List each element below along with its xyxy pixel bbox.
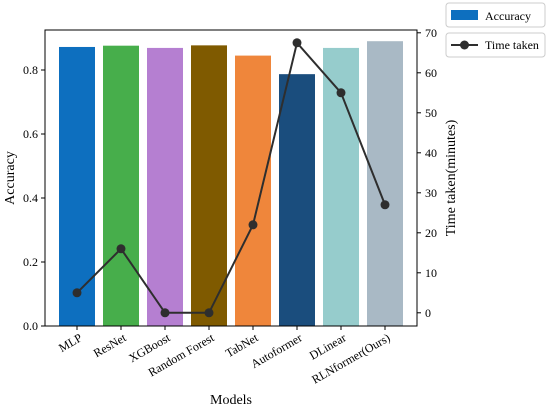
bar-autoformer (279, 74, 315, 326)
bar-xgboost (147, 47, 183, 327)
line-series-group (72, 38, 390, 318)
y2-tick-label: 30 (425, 186, 437, 200)
y-tick-label: 0.2 (23, 255, 38, 269)
time-point-rlnformer-ours- (380, 200, 390, 210)
y2-tick-label: 50 (425, 106, 437, 120)
time-taken-line (76, 40, 386, 314)
legend-accuracy-swatch (451, 10, 478, 20)
y-axis-label: Accuracy (3, 151, 18, 205)
bar-mlp (59, 46, 95, 327)
y-tick-label: 0.6 (23, 127, 38, 141)
right-axis: 0 10 20 30 40 50 60 70 (417, 26, 437, 320)
y2-tick-label: 40 (425, 146, 437, 160)
bar-tabnet (235, 55, 271, 326)
time-point-mlp (72, 288, 82, 298)
left-axis: 0.0 0.2 0.4 0.6 0.8 (23, 63, 45, 333)
time-point-xgboost (160, 308, 170, 318)
y-tick-label: 0.0 (23, 319, 38, 333)
time-point-tabnet (248, 220, 258, 230)
legend-time-box (445, 32, 546, 58)
bar-rlnformer-ours- (367, 41, 403, 326)
bars-group (59, 41, 403, 327)
y2-tick-label: 10 (425, 266, 437, 280)
bar-random-forest (191, 45, 227, 327)
legend-time-label: Time taken (485, 38, 539, 52)
x-tick-label: RLNformer(Ours) (309, 330, 392, 386)
legend-accuracy: Accuracy (445, 2, 546, 28)
bar-resnet (103, 45, 139, 327)
y2-tick-label: 60 (425, 66, 437, 80)
plot-frame (44, 29, 418, 327)
legend-time: Time taken (445, 32, 546, 58)
x-axis-label: Models (210, 393, 252, 408)
x-tick-label: ResNet (91, 330, 129, 360)
time-point-random-forest (204, 308, 214, 318)
time-point-resnet (116, 244, 126, 254)
legend-time-marker (460, 40, 469, 50)
y2-tick-label: 0 (425, 306, 431, 320)
y2-tick-label: 70 (425, 26, 437, 40)
x-tick-label: MLP (56, 330, 85, 355)
y-tick-label: 0.4 (23, 191, 38, 205)
legend-accuracy-label: Accuracy (485, 9, 531, 23)
y-tick-label: 0.8 (23, 63, 38, 77)
y2-axis-label: Time taken(minutes) (444, 119, 459, 236)
y2-tick-label: 20 (425, 226, 437, 240)
time-point-dlinear (336, 88, 346, 98)
time-point-autoformer (292, 38, 302, 48)
legend-accuracy-box (445, 2, 546, 28)
